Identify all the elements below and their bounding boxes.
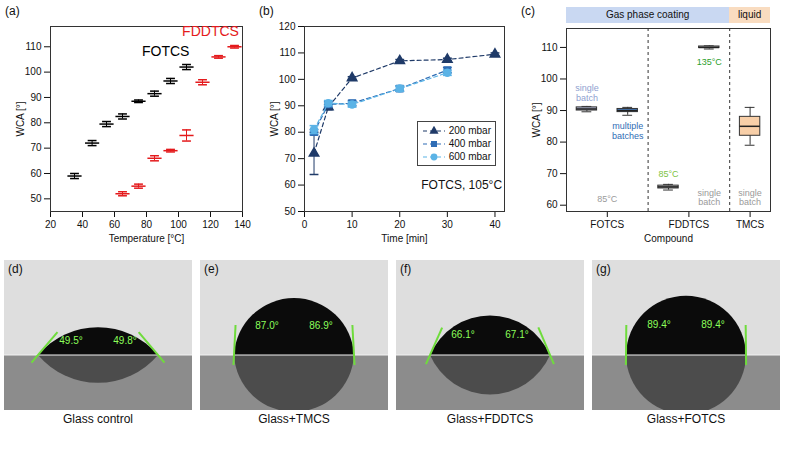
svg-text:Compound: Compound — [644, 233, 693, 244]
svg-text:10: 10 — [347, 219, 359, 230]
html-text:Glass+TMCS: Glass+TMCS — [258, 412, 330, 426]
svg-text:100: 100 — [170, 219, 187, 230]
svg-text:49.5°: 49.5° — [59, 335, 82, 346]
svg-text:49.8°: 49.8° — [113, 335, 136, 346]
svg-text:40: 40 — [489, 219, 501, 230]
svg-text:140: 140 — [234, 219, 251, 230]
svg-text:Temperature [°C]: Temperature [°C] — [109, 233, 185, 244]
svg-text:FOTCS: FOTCS — [142, 43, 189, 59]
svg-text:80: 80 — [546, 136, 558, 147]
html-text:(a): (a) — [5, 4, 20, 18]
svg-text:66.1°: 66.1° — [451, 329, 474, 340]
svg-text:50: 50 — [30, 193, 42, 204]
svg-text:90: 90 — [546, 105, 558, 116]
svg-text:WCA [°]: WCA [°] — [531, 102, 542, 137]
svg-text:multiplebatches: multiplebatches — [612, 121, 644, 140]
svg-text:135°C: 135°C — [697, 57, 723, 67]
svg-text:100: 100 — [279, 74, 296, 85]
svg-text:89.4°: 89.4° — [647, 319, 670, 330]
html-text:400 mbar: 400 mbar — [448, 138, 491, 149]
html-text:(c): (c) — [521, 4, 535, 18]
svg-text:90: 90 — [284, 100, 296, 111]
svg-text:(g): (g) — [596, 262, 611, 276]
svg-text:110: 110 — [542, 42, 558, 53]
html-text:Glass+FDDTCS: Glass+FDDTCS — [446, 412, 534, 426]
svg-text:WCA [°]: WCA [°] — [269, 101, 280, 136]
svg-text:0: 0 — [302, 219, 308, 230]
svg-text:20: 20 — [394, 219, 406, 230]
html-text:liquid: liquid — [737, 9, 762, 20]
svg-text:80: 80 — [141, 219, 153, 230]
svg-text:FDDTCS: FDDTCS — [669, 219, 710, 230]
svg-text:60: 60 — [546, 199, 558, 210]
svg-text:86.9°: 86.9° — [309, 320, 332, 331]
svg-text:FOTCS: FOTCS — [590, 219, 624, 230]
svg-text:(d): (d) — [8, 262, 23, 276]
html-text:Glass control: Glass control — [63, 412, 133, 426]
html-text:600 mbar: 600 mbar — [448, 151, 491, 162]
svg-text:FOTCS, 105°C: FOTCS, 105°C — [421, 178, 502, 192]
svg-text:85°C: 85°C — [597, 194, 618, 204]
svg-text:80: 80 — [284, 126, 296, 137]
svg-text:89.4°: 89.4° — [701, 319, 724, 330]
svg-text:60: 60 — [284, 179, 296, 190]
svg-text:singlebatch: singlebatch — [698, 188, 722, 207]
svg-text:TMCS: TMCS — [736, 219, 765, 230]
svg-text:90: 90 — [30, 92, 42, 103]
svg-text:100: 100 — [25, 66, 42, 77]
svg-text:70: 70 — [284, 153, 296, 164]
svg-text:Time [min]: Time [min] — [381, 233, 428, 244]
svg-text:40: 40 — [77, 219, 89, 230]
html-text:Gas phase coating: Gas phase coating — [605, 9, 690, 20]
svg-text:(f): (f) — [400, 262, 411, 276]
svg-text:50: 50 — [284, 206, 296, 217]
svg-text:WCA [°]: WCA [°] — [15, 101, 26, 136]
html-text:Glass+FOTCS: Glass+FOTCS — [646, 412, 726, 426]
svg-text:FDDTCS: FDDTCS — [182, 23, 239, 39]
svg-text:120: 120 — [279, 21, 296, 32]
svg-text:85°C: 85°C — [658, 169, 679, 179]
svg-text:30: 30 — [442, 219, 454, 230]
svg-text:60: 60 — [109, 219, 121, 230]
svg-text:110: 110 — [280, 47, 296, 58]
svg-text:(e): (e) — [204, 262, 219, 276]
html-text:(b): (b) — [259, 4, 274, 18]
svg-text:87.0°: 87.0° — [255, 320, 278, 331]
svg-text:60: 60 — [30, 168, 42, 179]
svg-text:singlebatch: singlebatch — [575, 83, 599, 102]
svg-text:110: 110 — [26, 41, 42, 52]
svg-text:100: 100 — [541, 73, 558, 84]
svg-text:80: 80 — [30, 117, 42, 128]
svg-text:70: 70 — [546, 168, 558, 179]
svg-text:singlebatch: singlebatch — [738, 188, 762, 207]
svg-text:67.1°: 67.1° — [505, 329, 528, 340]
html-text:200 mbar: 200 mbar — [448, 125, 491, 136]
svg-text:20: 20 — [45, 219, 57, 230]
svg-text:120: 120 — [202, 219, 219, 230]
svg-text:70: 70 — [30, 142, 42, 153]
